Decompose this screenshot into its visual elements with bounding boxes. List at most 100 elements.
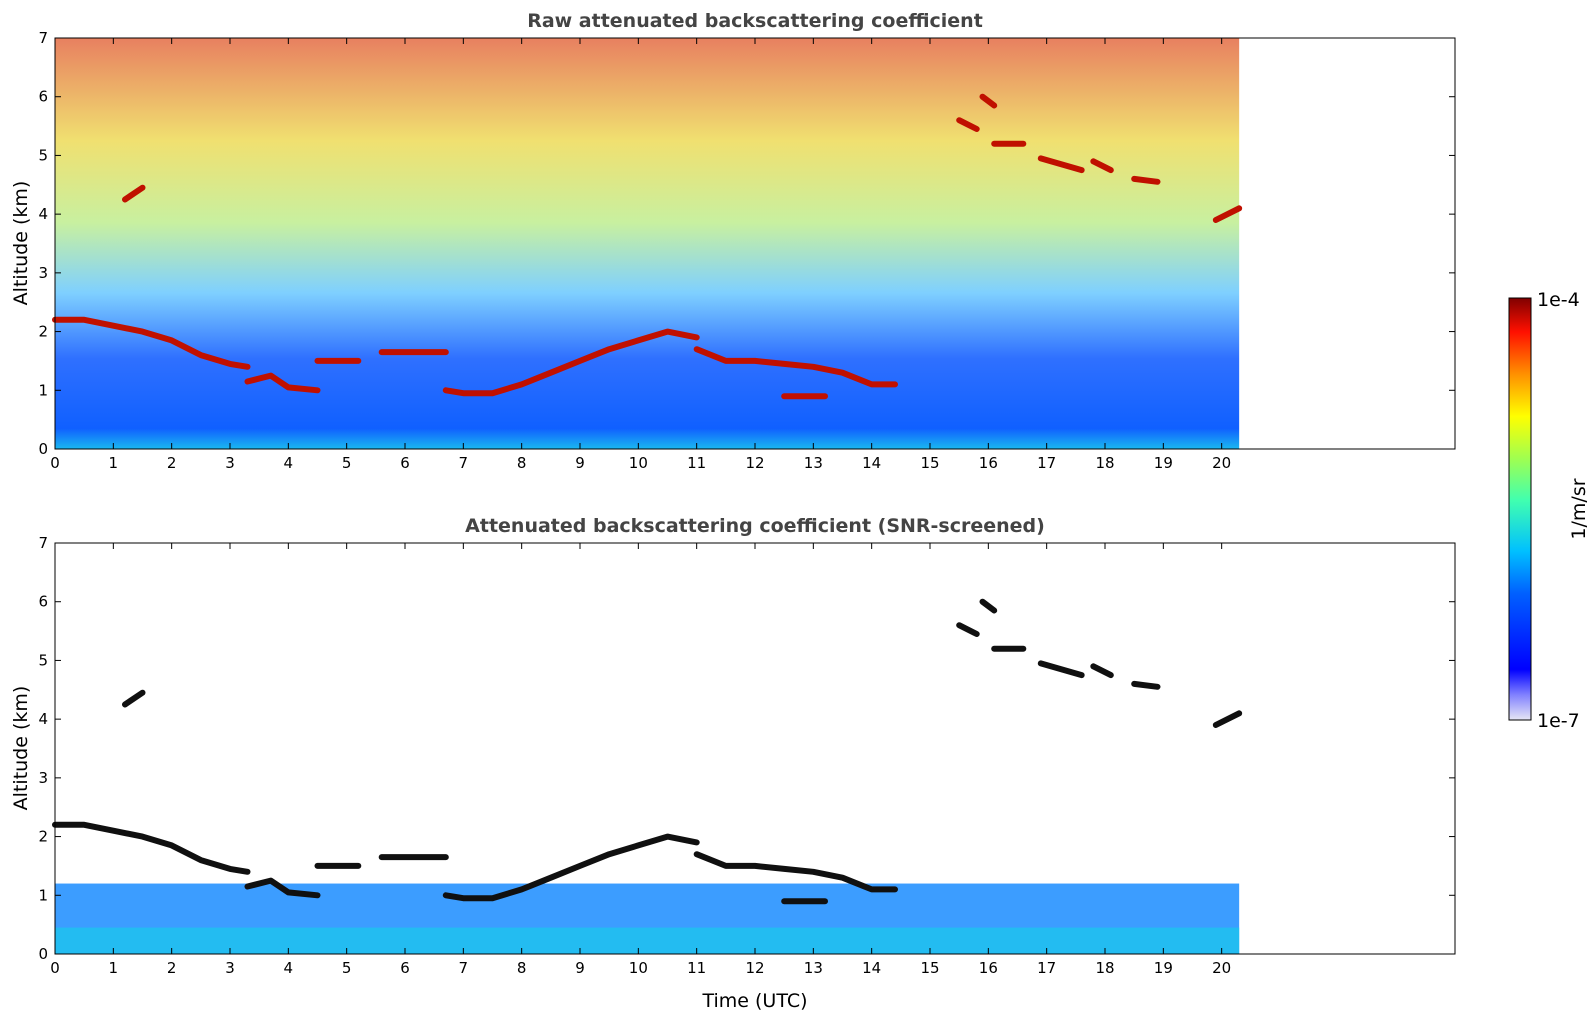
y-tick-label: 0 (38, 440, 48, 458)
panel-screened-xlabel: Time (UTC) (701, 990, 807, 1012)
panel-screened-x-ticks: 0 1 2 3 4 5 6 7 8 9 10 11 12 13 14 15 16 17 18 19 20 (50, 543, 1231, 977)
x-tick-label: 4 (284, 454, 294, 472)
x-tick-label: 4 (284, 959, 294, 977)
cloud-layer-7 (122, 184, 146, 203)
cloud-layer-5 (693, 346, 898, 388)
colorbar-unit-label: 1/m/sr (1568, 478, 1590, 539)
y-tick-label: 1 (38, 381, 48, 399)
x-tick-label: 3 (225, 454, 235, 472)
y-tick-label: 5 (38, 146, 48, 164)
y-tick-label: 3 (38, 264, 48, 282)
x-tick-label: 16 (979, 454, 998, 472)
x-tick-label: 15 (920, 959, 939, 977)
x-tick-label: 6 (400, 959, 410, 977)
x-tick-label: 10 (629, 959, 648, 977)
cloud-layer-8 (956, 117, 980, 132)
panel-screened-y-ticks: 0 1 2 3 4 5 6 7 (38, 534, 1455, 963)
x-tick-label: 16 (979, 959, 998, 977)
y-tick-label: 4 (38, 205, 48, 223)
y-tick-label: 4 (38, 710, 48, 728)
x-tick-label: 9 (575, 454, 585, 472)
cloud-layer-11 (1037, 660, 1085, 679)
panel-raw: Raw attenuated backscattering coefficien… (10, 10, 1456, 472)
x-tick-label: 7 (459, 959, 469, 977)
panel-raw-x-ticks: 0 1 2 3 4 5 6 7 8 9 10 11 12 13 14 15 16 17 18 19 20 (50, 38, 1231, 472)
cloud-layer-0 (52, 316, 251, 370)
colorbar-gradient (1508, 297, 1532, 721)
panel-raw-cloud-layers (52, 93, 1243, 400)
panel-screened: Attenuated backscattering coefficient (S… (10, 515, 1456, 1012)
x-tick-label: 12 (745, 454, 764, 472)
y-tick-label: 3 (38, 769, 48, 787)
panel-screened-ylabel: Altitude (km) (10, 686, 32, 811)
x-tick-label: 3 (225, 959, 235, 977)
x-tick-label: 6 (400, 454, 410, 472)
x-tick-label: 10 (629, 454, 648, 472)
panel-screened-field-surface (55, 927, 1240, 954)
x-tick-label: 14 (862, 454, 881, 472)
x-tick-label: 20 (1212, 959, 1231, 977)
cloud-layer-4 (442, 328, 700, 397)
panel-screened-cloud-layers (52, 598, 1243, 905)
x-tick-label: 0 (50, 959, 60, 977)
cloud-layer-13 (1131, 680, 1161, 690)
y-tick-label: 7 (38, 29, 48, 47)
colorbar-max-label: 1e-4 (1537, 289, 1580, 311)
panel-screened-title: Attenuated backscattering coefficient (S… (465, 515, 1045, 537)
x-tick-label: 13 (804, 454, 823, 472)
cloud-layer-7 (122, 689, 146, 708)
x-tick-label: 2 (167, 959, 177, 977)
cloud-layer-14 (1212, 710, 1243, 728)
y-tick-label: 6 (38, 593, 48, 611)
x-tick-label: 14 (862, 959, 881, 977)
panel-raw-ylabel: Altitude (km) (10, 181, 32, 306)
x-tick-label: 1 (109, 959, 119, 977)
panel-raw-backscatter-field (55, 38, 1240, 449)
x-tick-label: 18 (1095, 959, 1114, 977)
panel-raw-y-ticks: 0 1 2 3 4 5 6 7 (38, 29, 1455, 458)
y-tick-label: 1 (38, 886, 48, 904)
x-tick-label: 5 (342, 454, 352, 472)
y-tick-label: 6 (38, 88, 48, 106)
x-tick-label: 12 (745, 959, 764, 977)
x-tick-label: 19 (1154, 454, 1173, 472)
x-tick-label: 1 (109, 454, 119, 472)
y-tick-label: 5 (38, 651, 48, 669)
x-tick-label: 7 (459, 454, 469, 472)
x-tick-label: 11 (687, 959, 706, 977)
x-tick-label: 19 (1154, 959, 1173, 977)
x-tick-label: 15 (920, 454, 939, 472)
x-tick-label: 9 (575, 959, 585, 977)
x-tick-label: 2 (167, 454, 177, 472)
colorbar: 1e-4 1e-7 1/m/sr (1508, 289, 1590, 732)
cloud-layer-11 (1037, 155, 1085, 174)
x-tick-label: 17 (1037, 454, 1056, 472)
cloud-layer-4 (442, 833, 700, 902)
x-tick-label: 8 (517, 454, 527, 472)
x-tick-label: 13 (804, 959, 823, 977)
cloud-layer-1 (244, 372, 321, 394)
y-tick-label: 2 (38, 828, 48, 846)
cloud-layer-9 (979, 93, 998, 109)
y-tick-label: 7 (38, 534, 48, 552)
y-tick-label: 0 (38, 945, 48, 963)
x-tick-label: 8 (517, 959, 527, 977)
cloud-layer-9 (979, 598, 998, 614)
cloud-layer-12 (1090, 663, 1114, 679)
x-tick-label: 5 (342, 959, 352, 977)
cloud-layer-0 (52, 821, 251, 875)
cloud-layer-12 (1090, 158, 1114, 174)
x-tick-label: 18 (1095, 454, 1114, 472)
panel-raw-field-bg (55, 38, 1240, 449)
y-tick-label: 2 (38, 323, 48, 341)
cloud-layer-1 (244, 877, 321, 899)
x-tick-label: 11 (687, 454, 706, 472)
panel-screened-backscatter-field (55, 883, 1240, 954)
x-tick-label: 0 (50, 454, 60, 472)
x-tick-label: 20 (1212, 454, 1231, 472)
colorbar-min-label: 1e-7 (1537, 710, 1580, 732)
cloud-layer-14 (1212, 205, 1243, 223)
panel-raw-title: Raw attenuated backscattering coefficien… (527, 10, 983, 32)
cloud-layer-8 (956, 622, 980, 637)
